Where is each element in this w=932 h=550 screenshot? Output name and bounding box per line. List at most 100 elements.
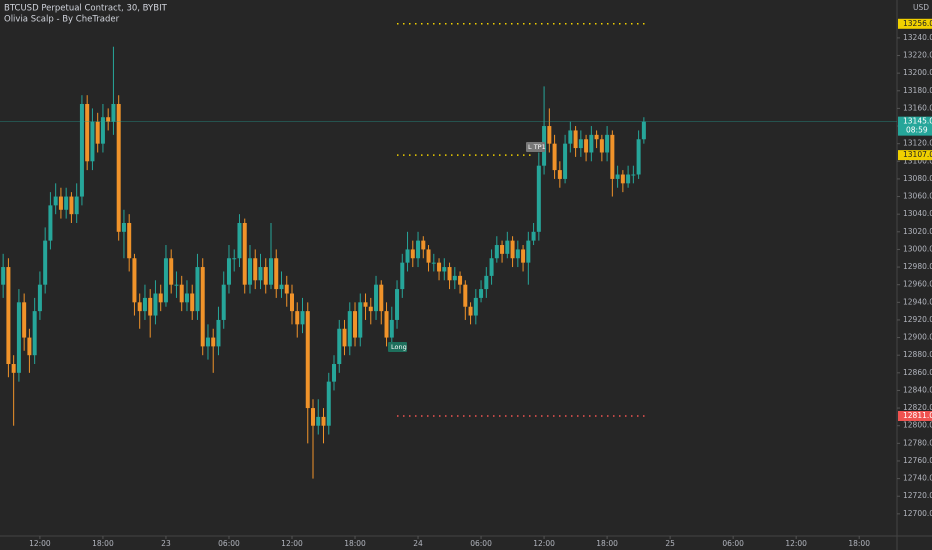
candle-body xyxy=(148,297,153,316)
candle-body xyxy=(137,302,142,312)
candle-body xyxy=(605,134,610,153)
candle-body xyxy=(342,328,347,347)
candle-body xyxy=(205,337,210,347)
countdown: 08:59 xyxy=(906,126,928,135)
candle-body xyxy=(69,196,74,215)
y-tick-label: 12720.0 xyxy=(903,491,932,500)
level-badge xyxy=(898,150,932,161)
candle-body xyxy=(458,275,463,285)
candle-body xyxy=(389,319,394,338)
candle-body xyxy=(584,139,589,153)
candle-body xyxy=(316,416,321,426)
candle-body xyxy=(447,267,452,281)
candle-body xyxy=(494,245,499,259)
candle-body xyxy=(289,293,294,312)
candle-body xyxy=(90,121,95,162)
candle-body xyxy=(416,240,421,259)
x-tick-label: 12:00 xyxy=(533,539,555,548)
candle-body xyxy=(268,258,273,285)
candle-body xyxy=(452,275,457,281)
candle-body xyxy=(311,408,316,426)
y-tick-label: 13040.0 xyxy=(903,209,932,218)
candle-body xyxy=(363,302,368,307)
candle-body xyxy=(463,284,468,307)
candle-body xyxy=(563,143,568,179)
candle-body xyxy=(426,249,431,263)
candle-body xyxy=(74,196,79,215)
candle-body xyxy=(274,258,279,290)
x-tick-label: 12:00 xyxy=(281,539,303,548)
long-label: Long xyxy=(391,343,407,351)
candle-body xyxy=(232,258,237,260)
y-tick-label: 12820.0 xyxy=(903,403,932,412)
candle-body xyxy=(32,311,37,356)
candle-body xyxy=(263,267,268,285)
candle-body xyxy=(179,284,184,303)
x-tick-label: 25 xyxy=(665,539,675,548)
candle-body xyxy=(479,289,484,298)
candle-body xyxy=(226,258,231,285)
candle-body xyxy=(300,311,305,325)
last-price-label: 13145.0 xyxy=(903,117,932,126)
y-tick-label: 12840.0 xyxy=(903,385,932,394)
candle-body xyxy=(253,258,258,281)
candle-body xyxy=(195,267,200,312)
candle-body xyxy=(626,174,631,184)
level-label: 12811.0 xyxy=(903,411,932,420)
candle-body xyxy=(153,293,158,316)
y-tick-label: 13100.0 xyxy=(903,156,932,165)
candle-body xyxy=(6,267,11,365)
y-tick-label: 13080.0 xyxy=(903,174,932,183)
candle-body xyxy=(636,139,641,175)
currency: USD xyxy=(913,3,929,12)
candle-body xyxy=(473,297,478,316)
candle-body xyxy=(442,267,447,272)
x-tick-label: 24 xyxy=(413,539,423,548)
candle-body xyxy=(37,284,42,312)
candle-body xyxy=(111,104,116,122)
x-tick-label: 18:00 xyxy=(92,539,114,548)
y-tick-label: 13220.0 xyxy=(903,51,932,60)
candle-body xyxy=(1,267,6,285)
candle-body xyxy=(589,134,594,153)
x-tick-label: 12:00 xyxy=(785,539,807,548)
level-badge xyxy=(898,18,932,29)
candle-body xyxy=(79,104,84,197)
candle-body xyxy=(594,134,599,140)
y-tick-label: 12760.0 xyxy=(903,456,932,465)
candle-body xyxy=(22,302,27,338)
candle-body xyxy=(489,258,494,276)
candle-body xyxy=(374,284,379,312)
level-badge xyxy=(898,411,932,422)
candle-body xyxy=(505,240,510,254)
candle-body xyxy=(379,284,384,312)
candle-body xyxy=(599,139,604,153)
x-tick-label: 06:00 xyxy=(218,539,240,548)
candle-body xyxy=(211,337,216,347)
candle-body xyxy=(568,130,573,144)
candle-body xyxy=(547,126,552,144)
candle-body xyxy=(431,262,436,264)
y-tick-label: 12940.0 xyxy=(903,297,932,306)
candle-body xyxy=(610,134,615,179)
candle-body xyxy=(400,262,405,290)
candle-body xyxy=(169,258,174,285)
y-tick-label: 13180.0 xyxy=(903,86,932,95)
candle-body xyxy=(515,249,520,259)
candle-body xyxy=(337,328,342,365)
candle-body xyxy=(437,262,442,272)
candle-body xyxy=(11,364,16,373)
tp1-badge xyxy=(526,142,545,152)
candle-body xyxy=(500,245,505,254)
y-tick-label: 13160.0 xyxy=(903,103,932,112)
candle-body xyxy=(332,364,337,382)
candle-body xyxy=(484,275,489,290)
candle-body xyxy=(132,258,137,303)
candle-body xyxy=(395,289,400,320)
candle-body xyxy=(284,284,289,294)
y-tick-label: 12980.0 xyxy=(903,262,932,271)
candle-body xyxy=(641,121,646,140)
level-label: 13107.0 xyxy=(903,150,932,159)
